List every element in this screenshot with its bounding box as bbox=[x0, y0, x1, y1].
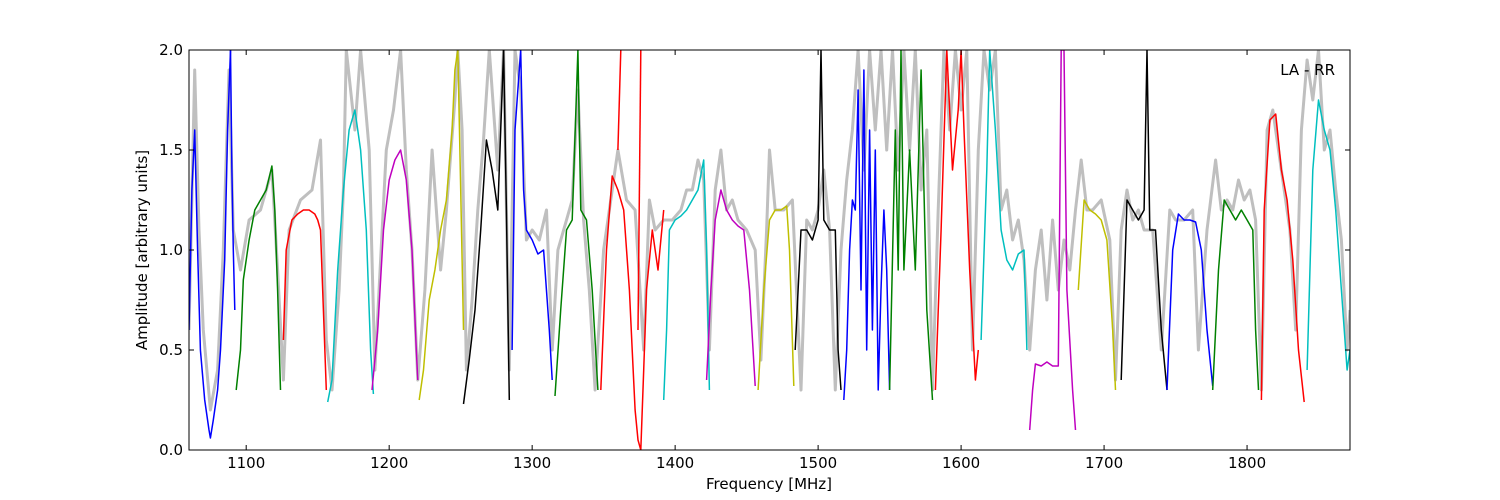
series-line-19 bbox=[888, 50, 934, 401]
series-line-27 bbox=[1260, 113, 1305, 403]
x-tick-label: 1600 bbox=[942, 454, 980, 472]
series-line-17 bbox=[794, 50, 842, 391]
series-group bbox=[189, 50, 1350, 450]
x-tick-label: 1200 bbox=[370, 454, 408, 472]
plot-area-frame bbox=[188, 49, 1351, 451]
series-line-25 bbox=[1166, 213, 1214, 391]
series-line-9 bbox=[511, 50, 553, 381]
x-axis-title: Frequency [MHz] bbox=[706, 475, 832, 493]
series-line-22 bbox=[1028, 50, 1077, 431]
series-line-26 bbox=[1211, 199, 1260, 391]
y-tick-label: 0.5 bbox=[159, 341, 183, 359]
y-tick-label: 1.0 bbox=[159, 241, 183, 259]
series-line-21 bbox=[980, 50, 1028, 351]
series-line-15 bbox=[705, 189, 756, 387]
series-line-11 bbox=[600, 175, 665, 450]
x-axis: 1100 1200 1300 1400 1500 1600 1700 1800 bbox=[227, 50, 1266, 472]
x-tick-label: 1500 bbox=[799, 454, 837, 472]
series-line-8 bbox=[462, 50, 511, 405]
background-trace-group bbox=[189, 50, 1350, 412]
series-line-6 bbox=[371, 149, 419, 391]
series-line-28 bbox=[1306, 99, 1350, 371]
x-tick-label: 1300 bbox=[513, 454, 551, 472]
series-line-1 bbox=[189, 50, 232, 439]
y-tick-label: 1.5 bbox=[159, 141, 183, 159]
series-line-12 bbox=[617, 50, 622, 151]
series-line-16 bbox=[757, 205, 795, 391]
y-axis: 0.0 0.5 1.0 1.5 2.0 bbox=[159, 41, 1350, 459]
y-tick-label: 2.0 bbox=[159, 41, 183, 59]
panel-annotation: LA - RR bbox=[1280, 61, 1335, 79]
x-tick-label: 1100 bbox=[227, 454, 265, 472]
series-line-4 bbox=[282, 209, 328, 391]
series-line-14 bbox=[662, 159, 711, 401]
series-line-10 bbox=[554, 50, 599, 397]
background-trace-line bbox=[189, 50, 1350, 412]
series-line-5 bbox=[326, 109, 375, 403]
series-line-20 bbox=[934, 50, 980, 391]
series-line-7 bbox=[418, 50, 465, 401]
series-line-23 bbox=[1077, 199, 1117, 391]
series-line-13 bbox=[637, 50, 642, 331]
x-tick-label: 1800 bbox=[1228, 454, 1266, 472]
x-tick-label: 1400 bbox=[656, 454, 694, 472]
series-line-24 bbox=[1120, 50, 1168, 391]
series-line-18 bbox=[843, 69, 891, 401]
y-axis-title: Amplitude [arbitrary units] bbox=[133, 150, 151, 350]
y-tick-label: 0.0 bbox=[159, 441, 183, 459]
x-tick-label: 1700 bbox=[1085, 454, 1123, 472]
series-line-3 bbox=[235, 165, 282, 391]
series-line-2 bbox=[229, 50, 236, 311]
